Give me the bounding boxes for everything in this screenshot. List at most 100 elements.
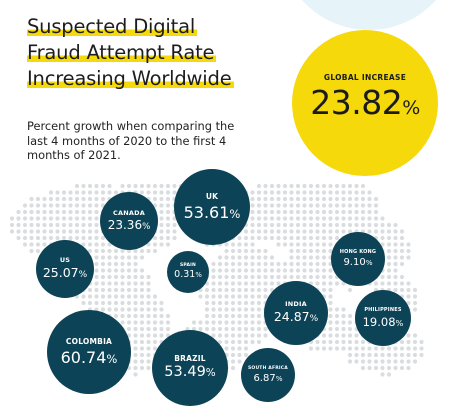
map-dot <box>48 190 54 195</box>
map-dot <box>380 274 385 280</box>
map-dot <box>237 333 242 338</box>
map-dot <box>94 196 99 202</box>
map-dot <box>302 203 307 208</box>
map-dot <box>107 307 112 312</box>
map-dot <box>289 274 294 280</box>
map-dot <box>354 339 359 345</box>
map-dot <box>133 320 138 325</box>
map-dot <box>367 222 372 228</box>
map-dot <box>315 281 320 286</box>
map-dot <box>393 255 398 260</box>
map-dot <box>159 242 164 247</box>
map-dot <box>250 294 255 299</box>
map-dot <box>360 222 366 228</box>
map-dot <box>159 235 164 241</box>
map-dot <box>237 261 242 267</box>
map-dot <box>61 229 67 234</box>
map-dot <box>295 196 301 202</box>
map-dot <box>61 235 67 241</box>
map-dot <box>354 222 359 228</box>
map-dot <box>282 209 288 215</box>
map-dot <box>406 346 411 351</box>
map-dot <box>321 209 327 215</box>
country-value-number: 6.87 <box>253 373 276 385</box>
map-dot <box>334 333 340 338</box>
map-dot <box>308 235 314 241</box>
map-dot <box>120 268 125 273</box>
map-dot <box>48 196 54 202</box>
map-dot <box>412 300 418 306</box>
map-dot <box>321 190 327 195</box>
map-dot <box>224 333 229 338</box>
title-line-2: Fraud Attempt Rate <box>27 41 217 64</box>
map-dot <box>347 346 353 351</box>
map-dot <box>315 216 320 221</box>
map-dot <box>256 300 262 306</box>
map-dot <box>406 333 411 338</box>
map-dot <box>321 333 327 338</box>
map-dot <box>87 287 93 293</box>
map-dot <box>9 229 15 234</box>
map-dot <box>165 229 171 234</box>
country-value-unit: % <box>195 271 202 280</box>
map-dot <box>256 190 262 195</box>
map-dot <box>139 339 145 345</box>
map-dot <box>172 235 177 241</box>
map-dot <box>412 294 418 299</box>
map-dot <box>250 320 255 325</box>
map-dot <box>120 261 125 267</box>
map-dot <box>263 281 268 286</box>
map-dot <box>263 235 268 241</box>
map-dot <box>373 281 379 286</box>
country-value-unit: % <box>275 374 283 384</box>
map-dot <box>126 281 132 286</box>
map-dot <box>126 268 132 273</box>
map-dot <box>243 300 249 306</box>
map-dot <box>412 352 418 358</box>
map-dot <box>191 320 197 325</box>
map-dot <box>22 216 28 221</box>
map-dot <box>224 242 229 247</box>
map-dot <box>276 274 281 280</box>
map-dot <box>139 294 145 299</box>
map-dot <box>269 196 275 202</box>
map-dot <box>373 229 379 234</box>
map-dot <box>87 216 93 221</box>
map-dot <box>295 268 301 273</box>
map-dot <box>224 339 229 345</box>
map-dot <box>165 196 171 202</box>
map-dot <box>250 235 255 241</box>
map-dot <box>243 326 249 332</box>
global-increase-value: 23.82% <box>310 83 420 122</box>
map-dot <box>243 255 249 260</box>
country-value: 6.87% <box>253 373 282 384</box>
map-dot <box>341 203 346 208</box>
map-dot <box>139 352 145 358</box>
map-dot <box>94 216 99 221</box>
country-value: 24.87% <box>274 310 318 325</box>
map-dot <box>321 281 327 286</box>
map-dot <box>152 333 158 338</box>
map-dot <box>399 359 405 364</box>
map-dot <box>100 190 106 195</box>
map-dot <box>295 261 301 267</box>
map-dot <box>81 203 86 208</box>
map-dot <box>133 365 138 371</box>
map-dot <box>146 190 151 195</box>
map-dot <box>237 294 242 299</box>
map-dot <box>302 222 307 228</box>
map-dot <box>334 320 340 325</box>
map-dot <box>315 346 320 351</box>
map-dot <box>133 359 138 364</box>
map-dot <box>399 248 405 254</box>
map-dot <box>81 216 86 221</box>
map-dot <box>302 229 307 234</box>
map-dot <box>399 346 405 351</box>
map-dot <box>204 320 210 325</box>
map-dot <box>380 359 385 364</box>
map-dot <box>16 209 21 215</box>
map-dot <box>152 300 158 306</box>
map-dot <box>139 268 145 273</box>
map-dot <box>133 261 138 267</box>
map-dot <box>289 261 294 267</box>
